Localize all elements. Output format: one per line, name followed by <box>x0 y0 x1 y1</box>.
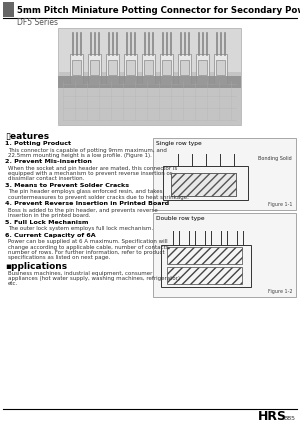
Text: appliances (hot water supply, washing machines, refrigerator): appliances (hot water supply, washing ma… <box>8 276 180 281</box>
Text: Figure 1-1: Figure 1-1 <box>268 202 293 207</box>
Bar <box>124 54 137 84</box>
Text: 2. Prevent Mis-insertion: 2. Prevent Mis-insertion <box>5 159 92 164</box>
Text: Single row type: Single row type <box>156 141 202 146</box>
Text: Bonding Solid: Bonding Solid <box>258 156 292 161</box>
Text: countermeasures to prevent solder cracks due to heat shrinkage.: countermeasures to prevent solder cracks… <box>8 195 189 200</box>
Bar <box>160 54 173 84</box>
Bar <box>167 247 242 264</box>
Bar <box>58 72 241 125</box>
Text: etc.: etc. <box>8 281 18 286</box>
Text: This connector is capable of potting 9mm maximum, and: This connector is capable of potting 9mm… <box>8 147 167 153</box>
Bar <box>162 60 171 74</box>
Bar <box>198 60 207 74</box>
Text: The pin header employs glass enforced resin, and takes: The pin header employs glass enforced re… <box>8 190 163 195</box>
Text: insertion in the printed board.: insertion in the printed board. <box>8 213 91 218</box>
Text: 5mm Pitch Miniature Potting Connector for Secondary Power Supply: 5mm Pitch Miniature Potting Connector fo… <box>17 6 300 14</box>
Text: number of rows. For further information, refer to product: number of rows. For further information,… <box>8 250 165 255</box>
Bar <box>171 173 236 196</box>
Bar <box>216 60 225 74</box>
Text: DF5 Series: DF5 Series <box>17 17 58 26</box>
Text: When the socket and pin header are mated, this connector is: When the socket and pin header are mated… <box>8 166 177 171</box>
Text: Figure 1-2: Figure 1-2 <box>268 289 293 294</box>
Bar <box>178 54 191 84</box>
Text: Boss is added to the pin header, and prevents reverse: Boss is added to the pin header, and pre… <box>8 208 158 213</box>
Text: ▪pplications: ▪pplications <box>5 262 67 271</box>
Text: 6. Current Capacity of 6A: 6. Current Capacity of 6A <box>5 233 96 238</box>
Text: 22.5mm mounting height is a low profile. (Figure 1).: 22.5mm mounting height is a low profile.… <box>8 153 152 158</box>
Bar <box>163 166 248 200</box>
Bar <box>171 173 236 196</box>
Text: 3. Means to Prevent Solder Cracks: 3. Means to Prevent Solder Cracks <box>5 183 129 188</box>
Text: Business machines, industrial equipment, consumer: Business machines, industrial equipment,… <box>8 271 152 276</box>
Bar <box>153 213 296 297</box>
Bar <box>58 76 241 88</box>
Text: B85: B85 <box>283 416 295 420</box>
Bar <box>90 60 99 74</box>
Bar <box>108 60 117 74</box>
Text: ▯eatures: ▯eatures <box>5 132 49 141</box>
Text: HRS: HRS <box>258 410 287 422</box>
Text: dissimilar contact insertion.: dissimilar contact insertion. <box>8 176 84 181</box>
Bar <box>106 54 119 84</box>
Bar <box>167 267 242 284</box>
Text: The outer lock system employs full lock mechanism.: The outer lock system employs full lock … <box>8 226 153 231</box>
Bar <box>142 54 155 84</box>
Bar <box>70 54 83 84</box>
Bar <box>126 60 135 74</box>
Bar <box>72 60 81 74</box>
Text: specifications as listed on next page.: specifications as listed on next page. <box>8 255 110 260</box>
Text: 5. Full Lock Mechanism: 5. Full Lock Mechanism <box>5 220 88 225</box>
Bar <box>196 54 209 84</box>
Bar <box>3 2 14 17</box>
Text: Power can be supplied at 6 A maximum. Specification will: Power can be supplied at 6 A maximum. Sp… <box>8 240 168 244</box>
Bar <box>161 245 251 287</box>
Bar <box>144 60 153 74</box>
Text: change according to applicable cable, number of contacts,: change according to applicable cable, nu… <box>8 245 170 250</box>
Bar <box>88 54 101 84</box>
Bar <box>153 138 296 210</box>
Bar <box>214 54 227 84</box>
Text: Double row type: Double row type <box>156 216 205 221</box>
Text: 1. Potting Product: 1. Potting Product <box>5 141 71 146</box>
Bar <box>58 28 241 125</box>
Bar <box>180 60 189 74</box>
Text: 4. Prevent Reverse Insertion in Printed Board: 4. Prevent Reverse Insertion in Printed … <box>5 201 169 207</box>
Text: equipped with a mechanism to prevent reverse insertion or: equipped with a mechanism to prevent rev… <box>8 171 172 176</box>
